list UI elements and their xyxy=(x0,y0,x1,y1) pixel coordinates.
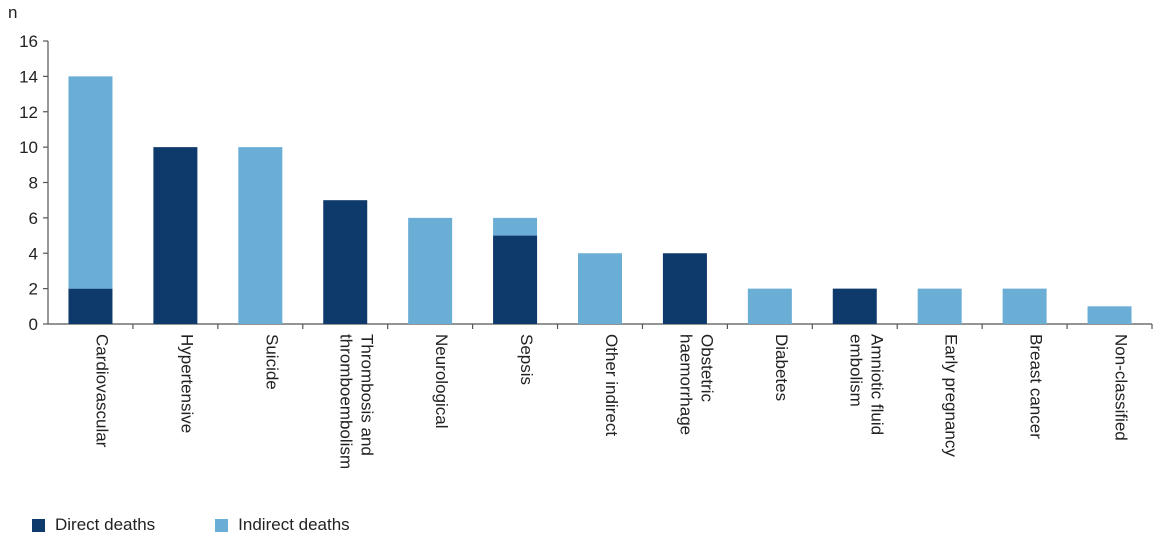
bar-direct-3 xyxy=(323,200,368,324)
bar-indirect-5 xyxy=(493,217,538,236)
bar-direct-9 xyxy=(832,288,877,324)
category-label: Thrombosis and xyxy=(358,334,377,456)
legend-swatch-indirect xyxy=(215,518,229,532)
y-axis-label: n xyxy=(8,3,17,22)
category-label: Suicide xyxy=(262,334,281,390)
bar-direct-7 xyxy=(662,253,707,324)
bar-indirect-10 xyxy=(917,288,962,324)
bars xyxy=(68,76,1132,324)
legend-item-indirect: Indirect deaths xyxy=(215,515,350,535)
category-label: Other indirect xyxy=(602,334,621,436)
y-tick-label: 4 xyxy=(29,244,38,263)
bar-indirect-2 xyxy=(238,147,283,324)
category-label: embolism xyxy=(846,334,865,407)
bar-indirect-11 xyxy=(1002,288,1047,324)
category-label: Hypertensive xyxy=(177,334,196,433)
bar-indirect-0 xyxy=(68,76,113,289)
category-label: Obstetric xyxy=(697,334,716,403)
category-labels: Cardiovascular Hypertensive Suicide Thrombo… xyxy=(92,334,1130,469)
legend-item-direct: Direct deaths xyxy=(32,515,155,535)
y-tick-label: 2 xyxy=(29,280,38,299)
category-label: Breast cancer xyxy=(1027,334,1046,439)
bar-indirect-6 xyxy=(578,253,622,324)
y-tick-label: 14 xyxy=(19,67,38,86)
y-tick-label: 16 xyxy=(19,32,38,51)
y-axis: 0 2 4 6 8 10 12 14 16 xyxy=(19,32,49,334)
legend-label-indirect: Indirect deaths xyxy=(238,515,350,534)
category-label: Diabetes xyxy=(772,334,791,401)
y-tick-label: 8 xyxy=(29,174,38,193)
legend-label-direct: Direct deaths xyxy=(55,515,156,534)
category-label: Cardiovascular xyxy=(92,334,111,448)
category-label: Neurological xyxy=(432,334,451,429)
category-label: haemorrhage xyxy=(676,334,695,435)
category-label: thromboembolism xyxy=(337,334,356,469)
category-label: Amniotic fluid xyxy=(867,334,886,435)
y-tick-label: 0 xyxy=(29,315,38,334)
y-tick-label: 10 xyxy=(19,138,38,157)
category-label: Non-classified xyxy=(1112,334,1131,441)
bar-direct-1 xyxy=(153,147,198,324)
legend-swatch-direct xyxy=(32,518,45,532)
category-label: Early pregnancy xyxy=(942,334,961,457)
legend: Direct deaths Indirect deaths xyxy=(32,515,402,535)
bar-indirect-4 xyxy=(408,217,453,324)
x-axis xyxy=(48,323,1153,329)
category-label: Sepsis xyxy=(517,334,536,385)
bar-indirect-12 xyxy=(1087,306,1132,324)
y-tick-label: 6 xyxy=(29,209,38,228)
bar-indirect-8 xyxy=(747,288,792,324)
bar-direct-0 xyxy=(68,288,113,324)
y-tick-label: 12 xyxy=(19,103,38,122)
bar-direct-5 xyxy=(493,235,538,324)
